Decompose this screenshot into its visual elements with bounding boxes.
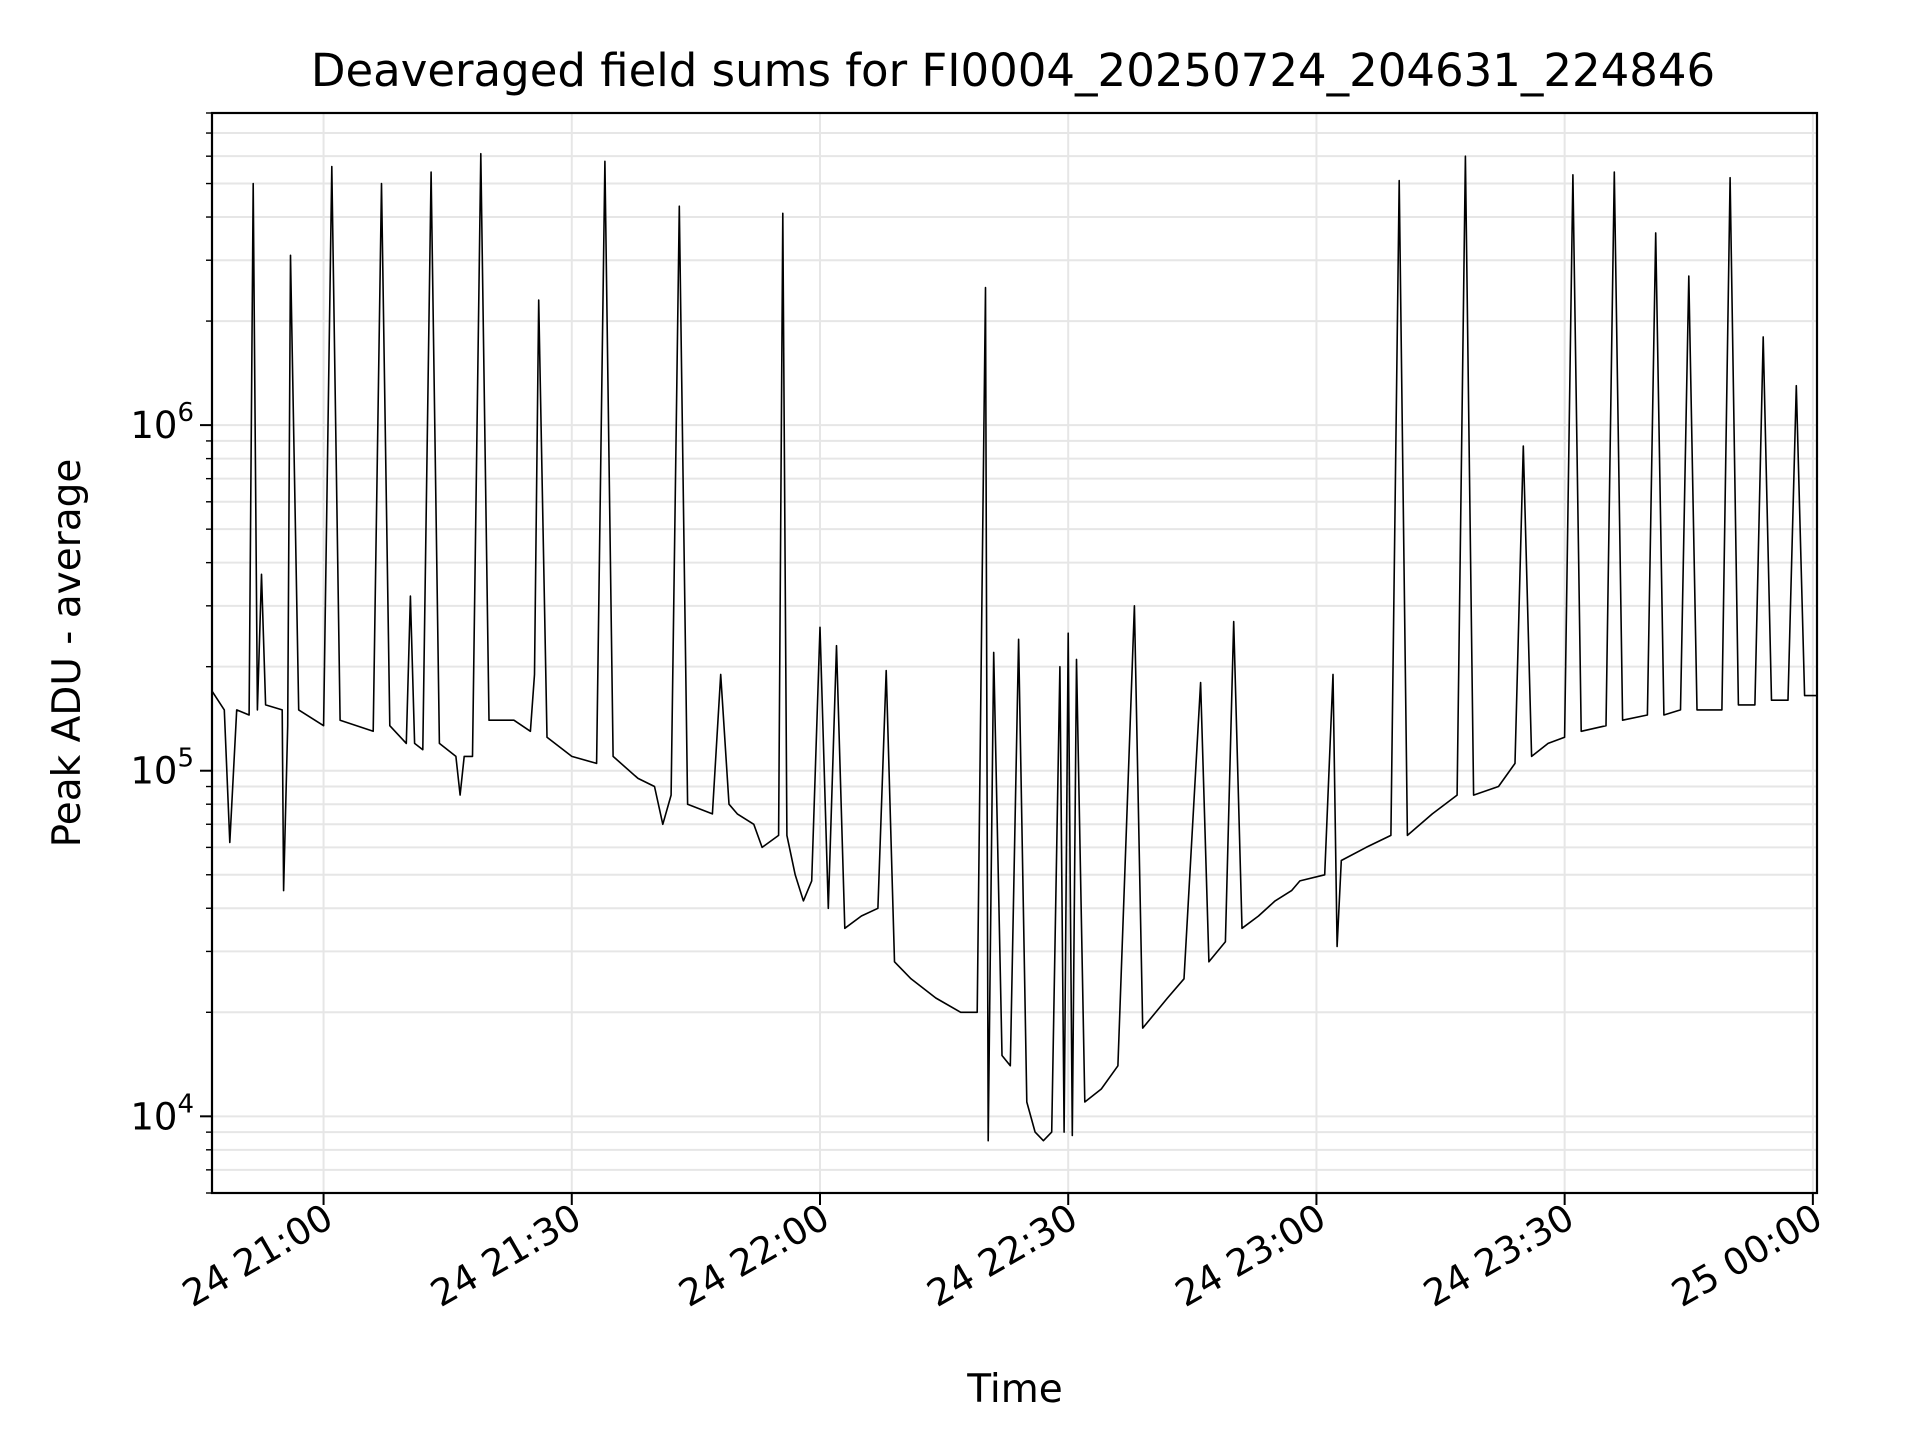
x-axis-label: Time <box>966 1367 1062 1412</box>
y-tick-base: 10 <box>130 404 177 447</box>
chart-title: Deaveraged field sums for FI0004_2025072… <box>311 44 1715 97</box>
y-tick-exponent: 5 <box>177 744 194 774</box>
y-tick-base: 10 <box>130 750 177 793</box>
y-tick-base: 10 <box>130 1095 177 1138</box>
y-tick-label: 105 <box>130 744 194 793</box>
series-line <box>211 152 1817 1142</box>
y-tick-label: 106 <box>130 398 194 447</box>
grid-lines <box>212 112 1817 1194</box>
plot-area-frame <box>210 111 1819 1195</box>
y-tick-label: 104 <box>130 1089 194 1138</box>
y-tick-exponent: 4 <box>177 1089 194 1119</box>
y-tick-exponent: 6 <box>177 398 194 428</box>
y-axis-label: Peak ADU - average <box>45 459 90 848</box>
